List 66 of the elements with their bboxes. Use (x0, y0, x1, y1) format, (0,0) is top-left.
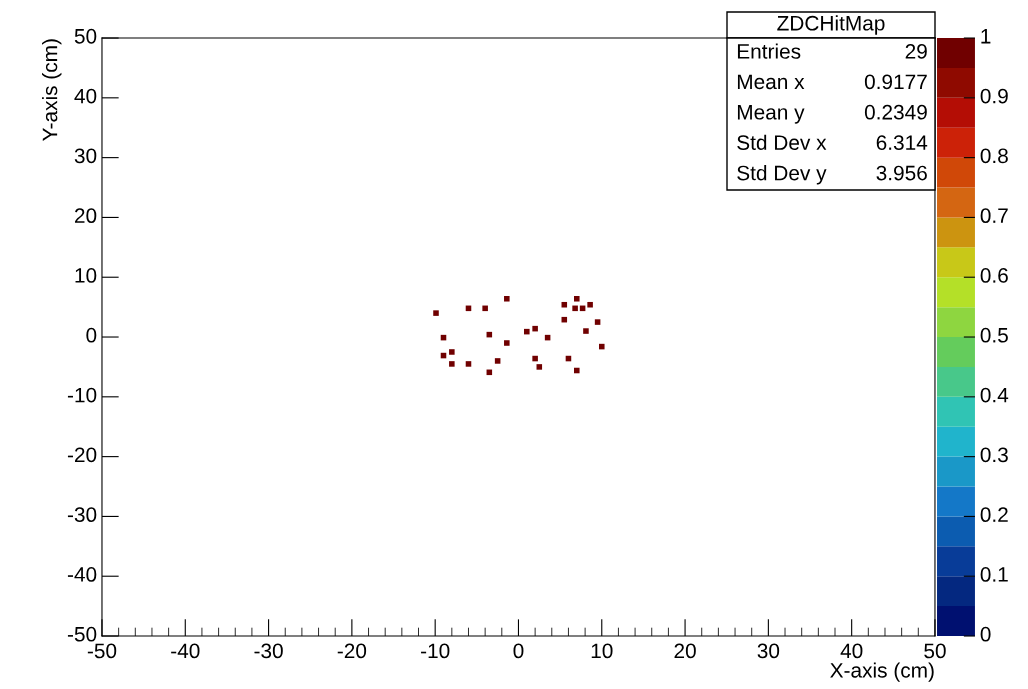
y-tick-label: -30 (67, 507, 97, 523)
x-axis-title: X-axis (cm) (830, 662, 934, 682)
y-tick-label: 0 (86, 327, 97, 343)
y-tick-label: 50 (74, 28, 97, 44)
point (449, 349, 455, 355)
point (504, 340, 510, 346)
point (532, 325, 538, 332)
x-tick-label: -40 (171, 643, 200, 659)
color-bar-label: 0.5 (980, 327, 1008, 343)
annotation: 0.2349 (864, 104, 927, 120)
x-tick-label: 20 (674, 643, 696, 659)
point (465, 361, 472, 367)
point (574, 367, 580, 374)
point (594, 319, 601, 325)
y-tick-label: -50 (67, 626, 97, 642)
annotation: Std Dev x (737, 134, 827, 150)
point (572, 305, 578, 312)
color-bar-label: 1 (981, 29, 991, 44)
color-bar-label: 0.6 (980, 268, 1008, 283)
point (587, 301, 593, 308)
y-tick-label: 30 (74, 148, 97, 164)
y-tick-label: 20 (74, 208, 97, 224)
x-tick-label: 10 (591, 643, 613, 659)
annotation: 29 (905, 44, 927, 59)
point (524, 328, 530, 335)
x-tick-label: 0 (513, 643, 524, 659)
color-bar-label: 0.9 (980, 88, 1008, 104)
y-tick-label: -20 (67, 447, 97, 463)
point (536, 364, 543, 370)
y-tick-label: -40 (67, 567, 97, 582)
color-bar-label: 0.2 (980, 507, 1008, 523)
y-tick-label: 40 (74, 88, 97, 104)
point (598, 343, 605, 350)
x-tick-label: 40 (840, 643, 863, 659)
point (574, 295, 580, 302)
annotation: 6.314 (876, 135, 928, 150)
x-tick-label: -20 (337, 643, 367, 659)
point (482, 305, 488, 312)
y-tick-label: 10 (75, 268, 97, 283)
point (561, 301, 568, 308)
color-bar-label: 0.4 (980, 387, 1009, 403)
annotation: Entries (737, 43, 801, 59)
y-axis-title: Y-axis (cm) (42, 39, 62, 141)
point (583, 328, 589, 334)
point (504, 295, 510, 302)
annotation: Mean y (737, 105, 805, 124)
point (449, 361, 455, 367)
y-tick-label: -10 (67, 387, 97, 403)
x-tick-label: -50 (87, 643, 117, 659)
point (433, 310, 439, 316)
point (494, 358, 501, 364)
color-bar-label: 0.8 (980, 148, 1008, 164)
annotation: 3.956 (876, 165, 927, 181)
point (532, 355, 538, 362)
annotation: Std Dev y (737, 165, 827, 185)
color-bar-label: 0 (980, 626, 991, 642)
x-tick-label: 30 (757, 643, 780, 659)
annotation: Mean x (737, 74, 805, 90)
x-tick-label: -30 (254, 643, 283, 659)
color-bar-label: 0.1 (980, 567, 1008, 582)
chart-title: ZDCHitMap (777, 15, 885, 35)
x-tick-label: 50 (924, 643, 946, 659)
color-bar-label: 0.7 (980, 208, 1008, 224)
color-bar-label: 0.3 (980, 447, 1008, 463)
annotation: 0.9177 (864, 74, 927, 90)
x-tick-label: -10 (421, 643, 450, 659)
